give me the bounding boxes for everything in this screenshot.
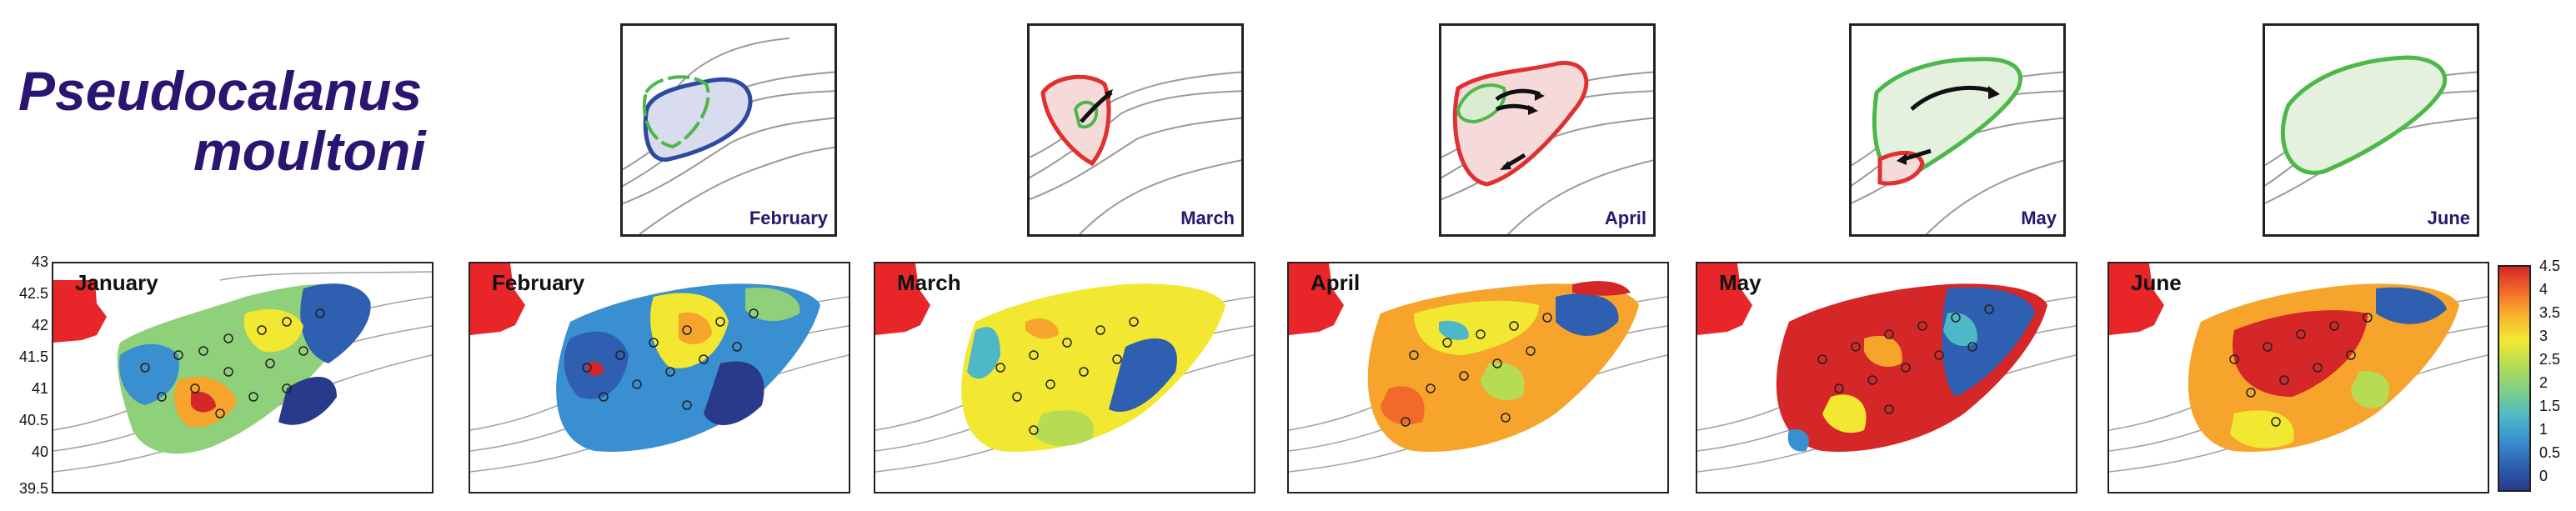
title-line-2: moultoni (193, 120, 426, 182)
inset-label: April (1604, 208, 1646, 228)
y-tick: 39.5 (18, 480, 48, 497)
inset-panel-february: February (620, 23, 837, 237)
map-label: March (897, 270, 961, 295)
y-tick: 41 (31, 380, 48, 397)
inset-label: February (749, 208, 828, 228)
map-panel-may: May (1696, 262, 2077, 493)
map-panel-february: February (469, 262, 850, 493)
y-tick: 42.5 (18, 285, 48, 302)
colorbar-tick: 4.5 (2539, 258, 2561, 274)
heatmap (1697, 263, 2076, 473)
title-line-1: Pseudocalanus (18, 60, 423, 122)
inset-panel-march: March (1027, 23, 1244, 237)
y-tick: 40.5 (18, 412, 48, 428)
inset-panel-june: June (2263, 23, 2479, 237)
map-label: May (1719, 270, 1762, 295)
inset-contour-map (2265, 55, 2477, 204)
colorbar-tick: 0.5 (2539, 444, 2561, 461)
map-panel-january: January (52, 262, 434, 493)
colorbar-tick: 2.5 (2539, 351, 2561, 368)
map-label: January (75, 270, 158, 295)
colorbar-tick: 2 (2539, 374, 2548, 391)
heatmap (470, 263, 849, 473)
y-tick: 43 (31, 253, 48, 270)
map-panel-june: June (2107, 262, 2489, 493)
inset-contour-map (623, 38, 834, 234)
map-label: February (492, 270, 585, 295)
colorbar-tick: 1 (2539, 421, 2548, 438)
colorbar-tick: 3.5 (2539, 304, 2561, 321)
inset-label: June (2427, 208, 2470, 228)
colorbar-tick: 0 (2539, 468, 2548, 484)
inset-panel-may: May (1849, 23, 2066, 237)
y-tick: 40 (31, 443, 48, 460)
inset-panel-april: April (1439, 23, 1656, 237)
y-tick: 42 (31, 317, 48, 333)
inset-contour-map (1852, 57, 2063, 234)
map-label: April (1311, 270, 1361, 295)
map-panel-march: March (874, 262, 1255, 493)
colorbar (2498, 265, 2531, 492)
inset-contour-map (1441, 60, 1653, 234)
inset-label: March (1180, 208, 1235, 228)
colorbar-tick: 3 (2539, 328, 2548, 344)
heatmap (53, 271, 432, 473)
heatmap (1289, 263, 1667, 473)
colorbar-tick: 4 (2539, 281, 2548, 298)
heatmap (875, 263, 1254, 473)
inset-contour-map (1030, 71, 1241, 234)
map-panel-april: April (1287, 262, 1669, 493)
heatmap (2109, 263, 2488, 473)
colorbar-tick: 1.5 (2539, 398, 2561, 414)
y-tick: 41.5 (18, 348, 48, 365)
inset-label: May (2021, 208, 2057, 228)
map-label: June (2131, 270, 2182, 295)
